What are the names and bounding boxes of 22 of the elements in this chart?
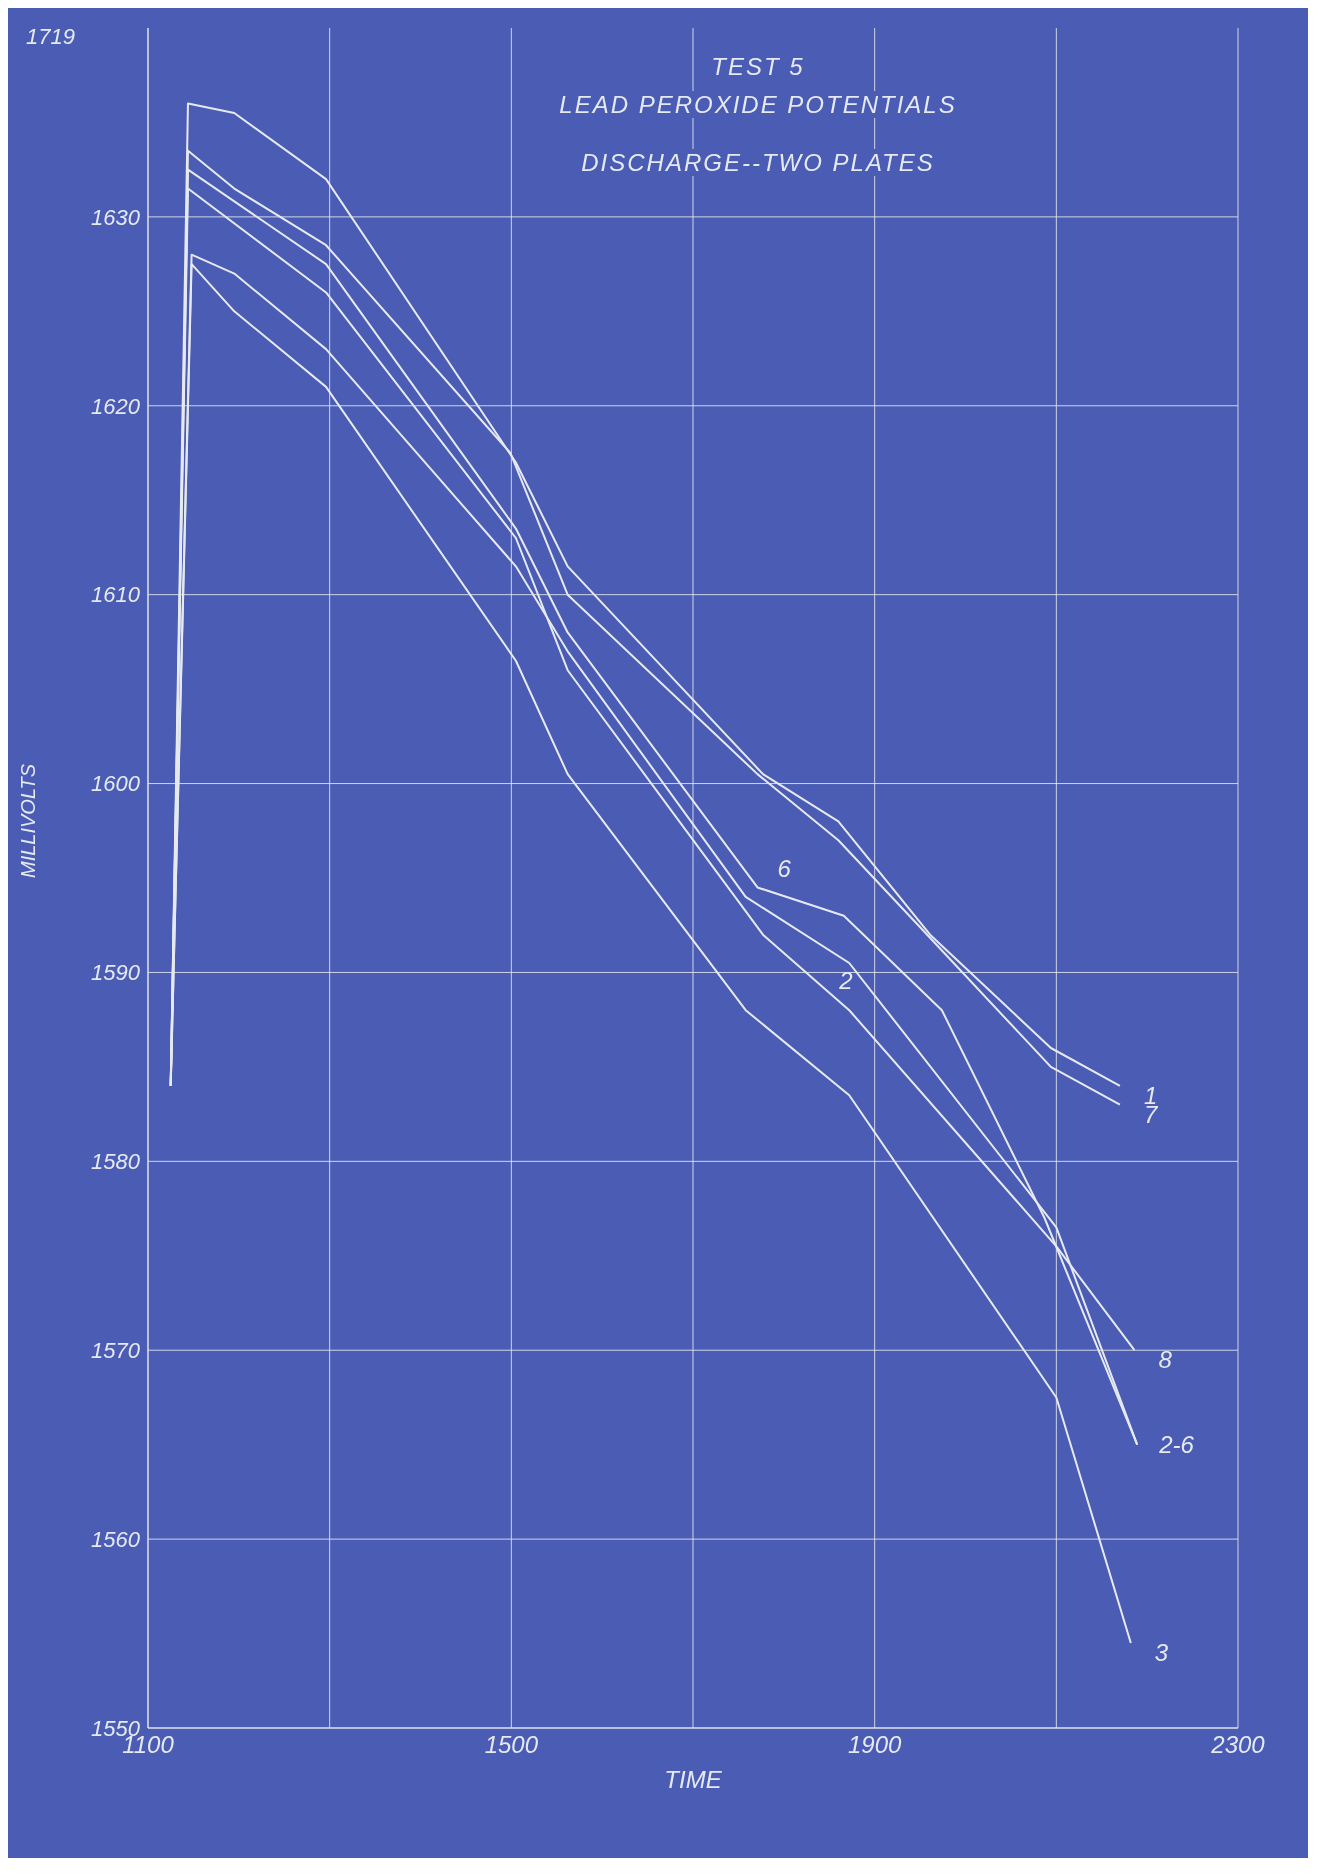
text: LEAD PEROXIDE POTENTIALS <box>553 91 963 118</box>
annotation: 2-6 <box>1158 1431 1195 1459</box>
y-tick-label: 1600 <box>91 771 141 797</box>
x-tick-label: 2300 <box>1210 1731 1266 1759</box>
y-tick-label: 1570 <box>91 1338 141 1364</box>
series-label: 2 <box>838 967 853 994</box>
x-axis-title: TIME <box>664 1766 723 1793</box>
text: 1719 <box>26 24 75 49</box>
series-label: 6 <box>777 855 792 883</box>
y-axis-title: MILLIVOLTS <box>17 763 40 878</box>
series-label: 8 <box>1158 1346 1173 1374</box>
y-tick-label: 1590 <box>91 960 141 986</box>
y-tick-label: 1630 <box>91 204 141 230</box>
series-label: 3 <box>1154 1639 1169 1666</box>
y-tick-label: 1560 <box>91 1526 141 1552</box>
y-tick-label: 1580 <box>91 1149 141 1175</box>
annotation: DISCHARGE--TWO PLATES <box>575 149 941 176</box>
x-tick-label: 1500 <box>484 1731 539 1759</box>
x-tick-label: 1900 <box>847 1731 903 1759</box>
text: TEST 5 <box>705 53 811 80</box>
y-tick-label: 1620 <box>91 393 141 419</box>
y-tick-label: 1610 <box>91 582 141 608</box>
